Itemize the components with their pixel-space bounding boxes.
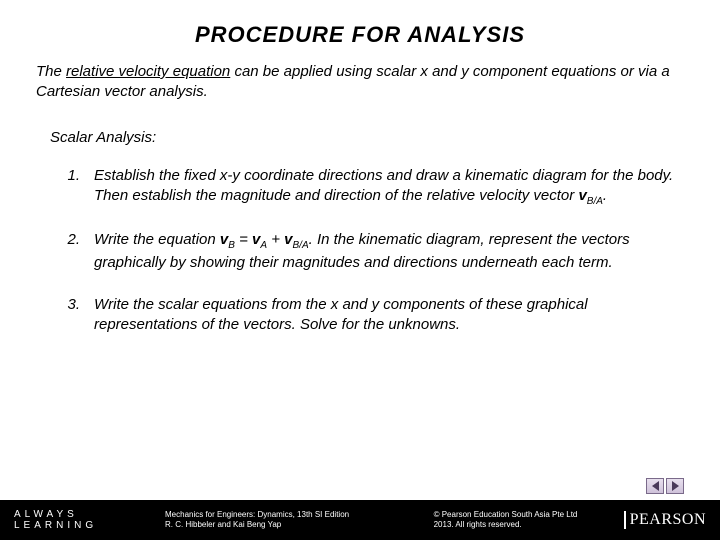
step-2: 2. Write the equation vB = vA + vB/A. In… — [36, 230, 684, 273]
chevron-left-icon — [652, 481, 659, 491]
vector-v: v — [578, 187, 586, 204]
step-2-number: 2. — [36, 230, 94, 273]
footer-tagline: ALWAYS LEARNING — [0, 509, 165, 531]
vector-sub: B/A — [587, 196, 603, 207]
slide-content: PROCEDURE FOR ANALYSIS The relative velo… — [0, 0, 720, 336]
logo-bar-icon — [624, 511, 626, 529]
step-3-number: 3. — [36, 295, 94, 336]
step-1: 1. Establish the fixed x-y coordinate di… — [36, 166, 684, 209]
intro-text: The relative velocity equation can be ap… — [36, 62, 684, 103]
intro-underlined: relative velocity equation — [66, 63, 230, 80]
next-button[interactable] — [666, 478, 684, 494]
nav-arrows — [646, 478, 684, 494]
step-3-body: Write the scalar equations from the x an… — [94, 295, 684, 336]
prev-button[interactable] — [646, 478, 664, 494]
footer-citation: Mechanics for Engineers: Dynamics, 13th … — [165, 510, 434, 530]
footer-copyright: © Pearson Education South Asia Pte Ltd 2… — [434, 510, 624, 530]
footer-bar: ALWAYS LEARNING Mechanics for Engineers:… — [0, 500, 720, 540]
step-1-number: 1. — [36, 166, 94, 209]
intro-pre: The — [36, 63, 66, 80]
step-2-body: Write the equation vB = vA + vB/A. In th… — [94, 230, 684, 273]
chevron-right-icon — [672, 481, 679, 491]
section-heading: Scalar Analysis: — [50, 129, 684, 146]
step-3: 3. Write the scalar equations from the x… — [36, 295, 684, 336]
slide-title: PROCEDURE FOR ANALYSIS — [36, 22, 684, 48]
pearson-logo: PEARSON — [624, 511, 720, 529]
step-1-body: Establish the fixed x-y coordinate direc… — [94, 166, 684, 209]
